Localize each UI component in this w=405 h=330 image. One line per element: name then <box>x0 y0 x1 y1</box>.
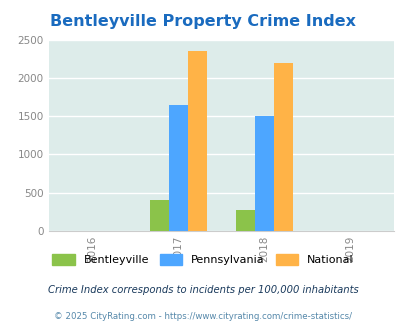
Bar <box>273 63 292 231</box>
Bar <box>168 106 187 231</box>
Text: Bentleyville Property Crime Index: Bentleyville Property Crime Index <box>50 14 355 29</box>
Bar <box>235 210 254 231</box>
Bar <box>187 51 206 231</box>
Text: Crime Index corresponds to incidents per 100,000 inhabitants: Crime Index corresponds to incidents per… <box>47 285 358 295</box>
Bar <box>254 116 273 231</box>
Legend: Bentleyville, Pennsylvania, National: Bentleyville, Pennsylvania, National <box>48 250 357 270</box>
Bar <box>149 200 168 231</box>
Text: © 2025 CityRating.com - https://www.cityrating.com/crime-statistics/: © 2025 CityRating.com - https://www.city… <box>54 312 351 321</box>
